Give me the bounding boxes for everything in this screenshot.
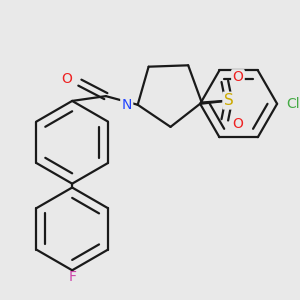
Text: Cl: Cl [287, 97, 300, 111]
Text: O: O [232, 70, 243, 85]
Text: O: O [232, 117, 243, 131]
Text: N: N [122, 98, 132, 112]
Text: S: S [224, 93, 233, 108]
Text: F: F [68, 270, 76, 284]
Text: O: O [61, 72, 72, 86]
